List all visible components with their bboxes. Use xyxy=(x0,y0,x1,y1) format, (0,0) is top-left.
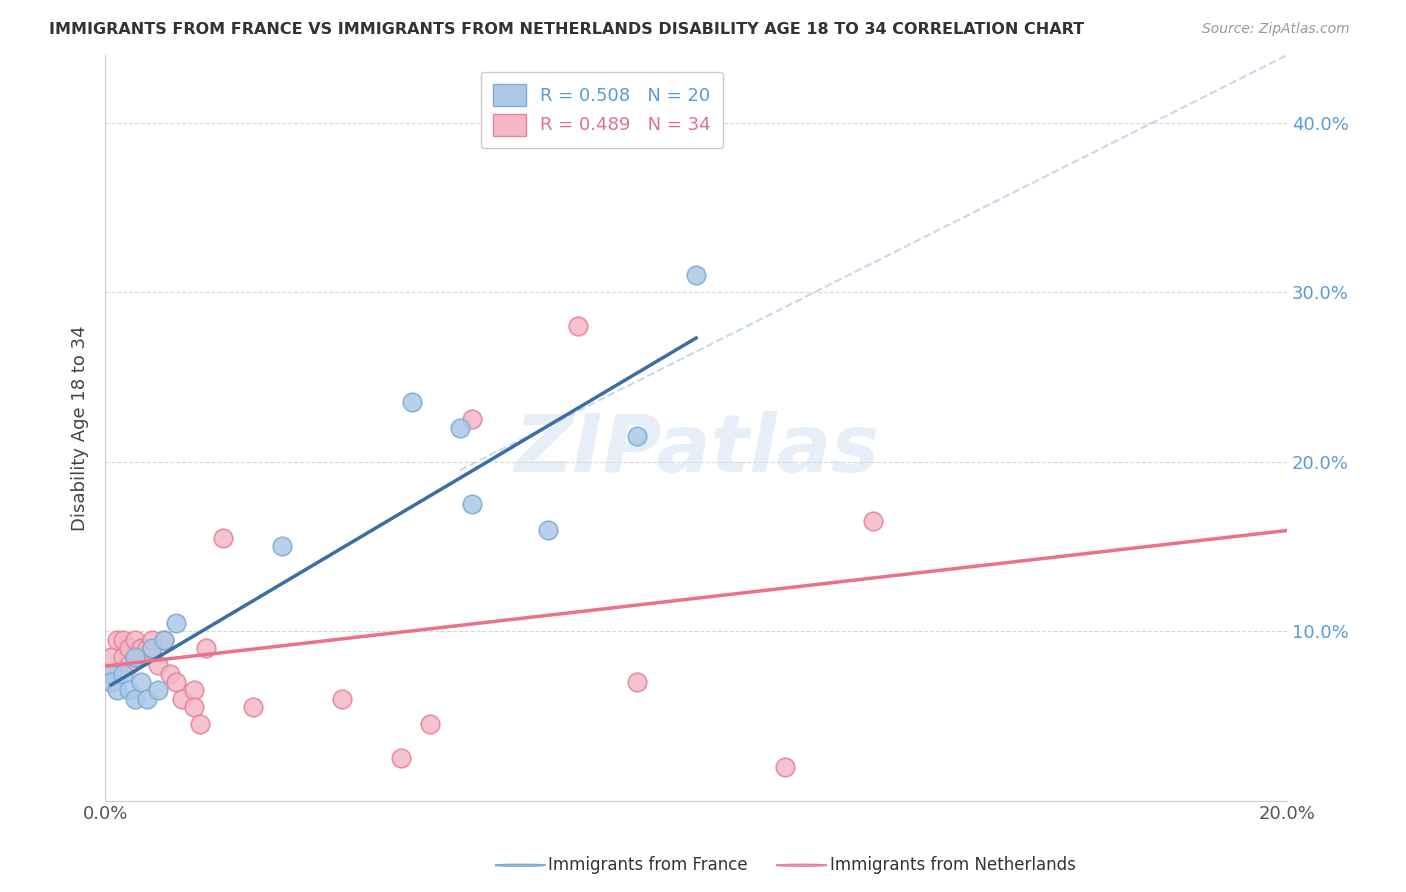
Point xyxy=(111,666,134,681)
Point xyxy=(194,641,217,656)
Point xyxy=(685,268,707,283)
Point xyxy=(118,683,141,698)
Point xyxy=(124,692,146,706)
Point xyxy=(626,429,648,443)
Point xyxy=(129,675,152,690)
Point xyxy=(118,658,141,673)
Point xyxy=(148,658,170,673)
Text: Source: ZipAtlas.com: Source: ZipAtlas.com xyxy=(1202,22,1350,37)
Point xyxy=(118,641,141,656)
Legend: R = 0.508   N = 20, R = 0.489   N = 34: R = 0.508 N = 20, R = 0.489 N = 34 xyxy=(481,71,724,148)
Circle shape xyxy=(776,864,827,866)
Point xyxy=(165,675,187,690)
Point xyxy=(100,649,122,664)
Point xyxy=(330,692,353,706)
Point xyxy=(183,700,205,714)
Point xyxy=(188,717,211,731)
Point xyxy=(135,641,157,656)
Point xyxy=(105,632,128,647)
Point xyxy=(148,683,170,698)
Y-axis label: Disability Age 18 to 34: Disability Age 18 to 34 xyxy=(72,325,89,531)
Point xyxy=(129,641,152,656)
Point xyxy=(183,683,205,698)
Point xyxy=(389,751,412,765)
Text: IMMIGRANTS FROM FRANCE VS IMMIGRANTS FROM NETHERLANDS DISABILITY AGE 18 TO 34 CO: IMMIGRANTS FROM FRANCE VS IMMIGRANTS FRO… xyxy=(49,22,1084,37)
Point xyxy=(105,666,128,681)
Point xyxy=(271,540,294,554)
Point xyxy=(862,514,884,528)
Point xyxy=(401,395,423,409)
Point xyxy=(567,319,589,334)
Point xyxy=(449,421,471,435)
Point xyxy=(129,649,152,664)
Point xyxy=(100,675,122,690)
Point xyxy=(153,632,176,647)
Point xyxy=(159,666,181,681)
Point xyxy=(135,692,157,706)
Point xyxy=(170,692,193,706)
Point xyxy=(124,649,146,664)
Point xyxy=(419,717,441,731)
Text: ZIPatlas: ZIPatlas xyxy=(513,411,879,489)
Point xyxy=(537,523,560,537)
Point xyxy=(773,760,796,774)
Point xyxy=(100,675,122,690)
Point xyxy=(626,675,648,690)
Point xyxy=(141,641,163,656)
Point xyxy=(124,649,146,664)
Point xyxy=(153,632,176,647)
Point xyxy=(141,641,163,656)
Point xyxy=(460,497,482,511)
Point xyxy=(165,615,187,630)
Circle shape xyxy=(495,864,546,866)
Text: Immigrants from Netherlands: Immigrants from Netherlands xyxy=(830,856,1076,874)
Point xyxy=(111,632,134,647)
Point xyxy=(105,683,128,698)
Point xyxy=(242,700,264,714)
Point xyxy=(212,531,235,545)
Point xyxy=(111,649,134,664)
Point xyxy=(141,632,163,647)
Point xyxy=(460,412,482,426)
Point xyxy=(100,666,122,681)
Point xyxy=(124,632,146,647)
Text: Immigrants from France: Immigrants from France xyxy=(548,856,748,874)
